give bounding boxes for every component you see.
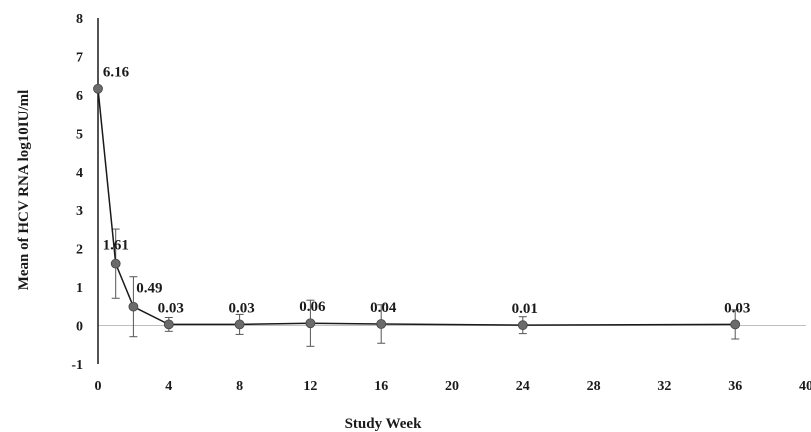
x-tick-label: 36 bbox=[728, 379, 742, 394]
data-point bbox=[376, 319, 387, 329]
y-tick-label: 1 bbox=[76, 281, 83, 296]
y-tick-label: 0 bbox=[76, 320, 83, 335]
x-tick-label: 4 bbox=[165, 379, 172, 394]
data-label: 0.03 bbox=[158, 300, 184, 316]
y-tick-label: 2 bbox=[76, 243, 83, 258]
x-axis-title: Study Week bbox=[345, 416, 422, 432]
y-tick-label: 3 bbox=[76, 204, 83, 219]
data-label: 0.49 bbox=[136, 281, 162, 297]
data-label: 0.01 bbox=[512, 301, 538, 317]
data-point bbox=[234, 319, 245, 330]
data-point bbox=[730, 319, 741, 330]
data-label: 0.06 bbox=[299, 299, 326, 315]
data-label: 0.03 bbox=[724, 300, 750, 316]
data-label: 6.16 bbox=[103, 65, 130, 81]
y-tick-label: 7 bbox=[76, 50, 83, 65]
data-point bbox=[110, 258, 121, 269]
series-line bbox=[97, 88, 736, 326]
x-tick-label: 32 bbox=[657, 379, 671, 394]
y-tick-label: 6 bbox=[76, 89, 83, 104]
data-point bbox=[128, 301, 139, 312]
x-tick-label: 12 bbox=[303, 379, 317, 394]
data-label: 1.61 bbox=[103, 238, 129, 254]
x-tick-label: 24 bbox=[516, 379, 530, 394]
y-tick-label: 8 bbox=[76, 12, 83, 27]
y-tick-label: 4 bbox=[76, 166, 83, 181]
data-label: 0.04 bbox=[370, 300, 397, 316]
x-tick-label: 40 bbox=[799, 379, 811, 394]
x-tick-label: 0 bbox=[95, 379, 102, 394]
x-tick-label: 28 bbox=[587, 379, 601, 394]
data-point bbox=[517, 320, 528, 331]
y-tick-label: 5 bbox=[76, 127, 83, 142]
x-tick-label: 8 bbox=[236, 379, 243, 394]
data-point bbox=[163, 319, 174, 330]
data-point bbox=[305, 318, 316, 329]
y-axis-title: Mean of HCV RNA log10IU/ml bbox=[16, 90, 32, 291]
data-label: 0.03 bbox=[228, 300, 254, 316]
y-tick-label: -1 bbox=[71, 358, 83, 373]
x-tick-label: 20 bbox=[445, 379, 459, 394]
x-tick-label: 16 bbox=[374, 379, 388, 394]
data-point bbox=[93, 83, 103, 94]
